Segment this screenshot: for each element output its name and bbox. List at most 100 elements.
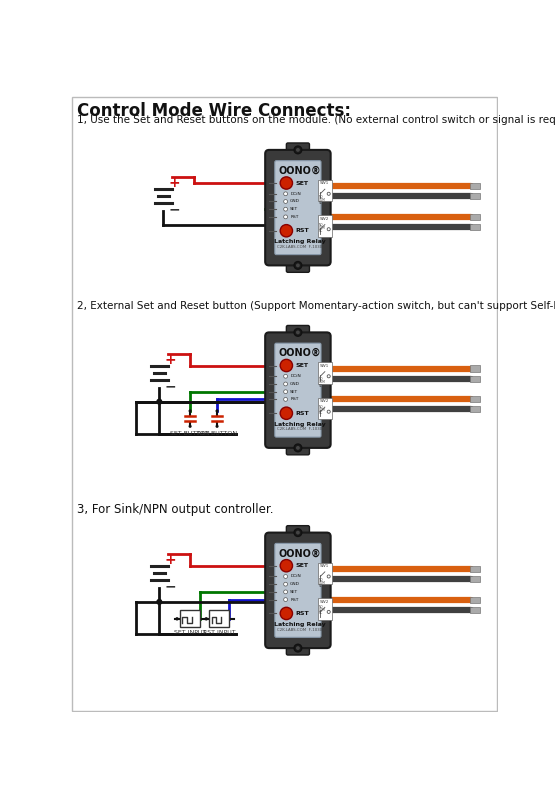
Text: DCiN: DCiN [290, 192, 301, 196]
Circle shape [294, 329, 302, 336]
Text: COM: COM [319, 226, 325, 230]
Text: RST: RST [296, 228, 309, 234]
Text: C2K-LABS.COM  F-1030: C2K-LABS.COM F-1030 [277, 245, 322, 249]
Text: −: − [164, 379, 176, 394]
Bar [318, 562, 332, 584]
Text: SW1: SW1 [320, 364, 330, 368]
Text: C2K-LABS.COM  F-1030: C2K-LABS.COM F-1030 [277, 628, 322, 632]
Bar [318, 598, 332, 619]
Bar [470, 224, 481, 230]
Text: −: − [168, 202, 180, 216]
Text: NC: NC [319, 411, 323, 415]
Text: SW1: SW1 [320, 564, 330, 568]
Circle shape [296, 148, 300, 152]
Circle shape [280, 359, 292, 372]
Text: COM: COM [319, 198, 325, 202]
Text: C2K-LABS.COM  F-1030: C2K-LABS.COM F-1030 [277, 427, 322, 431]
FancyBboxPatch shape [286, 326, 310, 339]
Circle shape [296, 263, 300, 267]
Bar [470, 597, 481, 602]
Text: +: + [164, 353, 176, 367]
Text: DCiN: DCiN [290, 574, 301, 578]
Circle shape [296, 446, 300, 450]
Text: OONO®: OONO® [279, 348, 321, 358]
Text: SET: SET [296, 181, 309, 186]
Circle shape [284, 390, 287, 394]
Text: COM: COM [319, 581, 325, 585]
Circle shape [157, 599, 163, 605]
Text: SET: SET [296, 563, 309, 568]
Text: COM: COM [319, 408, 325, 412]
Circle shape [284, 398, 287, 402]
Text: +: + [168, 176, 180, 190]
Text: NO: NO [319, 606, 323, 610]
Text: OONO®: OONO® [279, 548, 321, 558]
Text: RST: RST [296, 611, 309, 616]
Text: SW1: SW1 [320, 182, 330, 186]
Text: SET INPUT: SET INPUT [174, 630, 206, 635]
Text: NO: NO [319, 578, 323, 582]
Bar [470, 183, 481, 189]
Text: NC: NC [319, 229, 323, 233]
Bar [318, 362, 332, 384]
Text: 1, Use the Set and Reset buttons on the module. (No external control switch or s: 1, Use the Set and Reset buttons on the … [77, 115, 555, 126]
Text: SET: SET [296, 363, 309, 368]
FancyBboxPatch shape [265, 533, 331, 648]
Text: Control Mode Wire Connects:: Control Mode Wire Connects: [77, 102, 351, 120]
Circle shape [296, 330, 300, 334]
Text: SET: SET [290, 207, 299, 211]
Text: COM: COM [319, 381, 325, 385]
Circle shape [294, 146, 302, 154]
Text: RST: RST [290, 215, 299, 219]
Text: SET BUTTON: SET BUTTON [170, 431, 210, 436]
Circle shape [205, 617, 208, 621]
Circle shape [294, 262, 302, 270]
Circle shape [284, 207, 287, 211]
Bar [470, 576, 481, 582]
Circle shape [284, 199, 287, 203]
Bar [470, 193, 481, 199]
Text: +: + [164, 554, 176, 567]
Circle shape [284, 215, 287, 219]
Text: SET: SET [290, 390, 299, 394]
FancyBboxPatch shape [275, 161, 321, 254]
FancyBboxPatch shape [286, 441, 310, 455]
Text: NC: NC [319, 611, 323, 615]
Text: SW2: SW2 [320, 599, 330, 603]
Bar [318, 180, 332, 202]
FancyBboxPatch shape [265, 332, 331, 448]
Circle shape [280, 407, 292, 419]
Circle shape [284, 598, 287, 602]
Circle shape [284, 374, 287, 378]
Text: SW2: SW2 [320, 217, 330, 221]
FancyBboxPatch shape [286, 526, 310, 539]
Bar [470, 375, 481, 382]
FancyBboxPatch shape [265, 150, 331, 266]
Bar [318, 215, 332, 237]
Circle shape [284, 590, 287, 594]
Text: NO: NO [319, 405, 323, 409]
FancyBboxPatch shape [275, 343, 321, 437]
Circle shape [294, 644, 302, 652]
Text: DCiN: DCiN [290, 374, 301, 378]
Text: GND: GND [290, 582, 300, 586]
Text: NO: NO [319, 378, 323, 382]
FancyBboxPatch shape [286, 641, 310, 655]
Bar [209, 610, 229, 627]
Circle shape [189, 410, 191, 413]
FancyBboxPatch shape [286, 143, 310, 157]
Text: RST INPUT: RST INPUT [203, 630, 236, 635]
Text: NO: NO [319, 195, 323, 199]
Circle shape [294, 529, 302, 537]
Circle shape [280, 607, 292, 619]
Bar [318, 398, 332, 419]
Circle shape [280, 559, 292, 572]
Bar [180, 610, 200, 627]
Text: −: − [164, 579, 176, 594]
Text: COM: COM [319, 608, 325, 612]
Text: RST: RST [296, 410, 309, 416]
Text: 2, External Set and Reset button (Support Momentary-action switch, but can't sup: 2, External Set and Reset button (Suppor… [77, 301, 555, 311]
Text: NC: NC [319, 584, 323, 588]
Circle shape [215, 410, 219, 413]
Circle shape [284, 192, 287, 196]
